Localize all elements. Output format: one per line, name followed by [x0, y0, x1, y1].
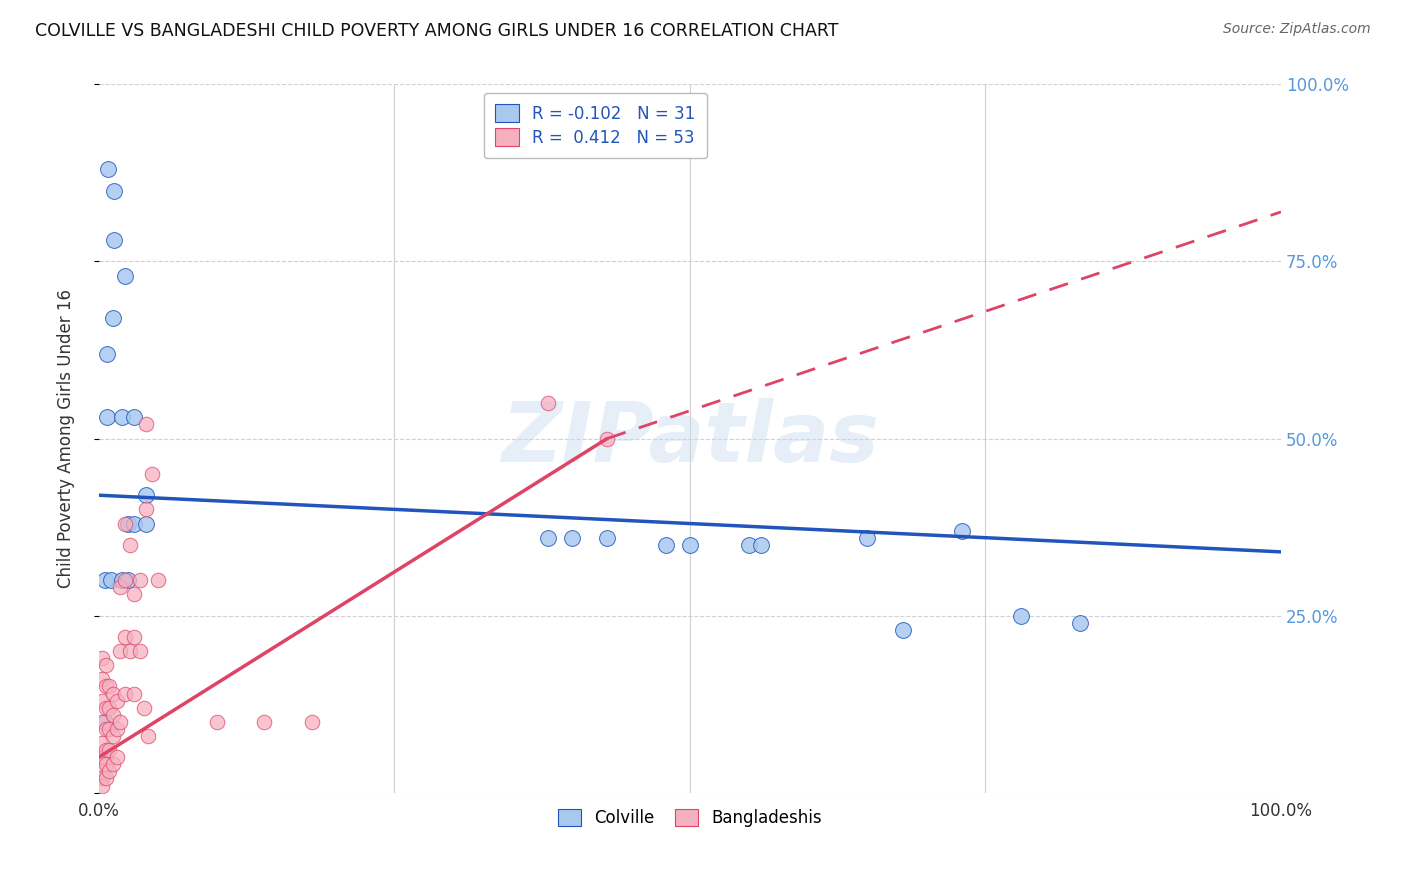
Point [91, 750, 114, 764]
Point [98, 700, 121, 714]
Point [205, 714, 228, 729]
Point [105, 722, 128, 736]
Point [101, 729, 124, 743]
Point [118, 644, 141, 658]
Point [103, 233, 125, 247]
Point [738, 538, 761, 552]
Point [122, 587, 145, 601]
Point [108, 644, 131, 658]
Point [141, 467, 163, 481]
Point [94, 680, 117, 694]
Point [94, 658, 117, 673]
Point [596, 531, 619, 545]
Point [91, 693, 114, 707]
Point [103, 184, 125, 198]
Point [679, 538, 702, 552]
Point [101, 686, 124, 700]
Point [105, 750, 128, 764]
Point [96, 410, 118, 425]
Point [122, 686, 145, 700]
Text: ZIPatlas: ZIPatlas [501, 398, 879, 479]
Point [91, 673, 114, 687]
Point [96, 346, 118, 360]
Point [561, 531, 583, 545]
Point [98, 743, 121, 757]
Point [91, 714, 114, 729]
Point [98, 764, 121, 779]
Point [537, 531, 560, 545]
Point [1069, 615, 1091, 630]
Point [91, 764, 114, 779]
Y-axis label: Child Poverty Among Girls Under 16: Child Poverty Among Girls Under 16 [58, 289, 75, 588]
Point [114, 268, 136, 283]
Point [655, 538, 678, 552]
Point [101, 707, 124, 722]
Point [94, 757, 117, 772]
Point [94, 722, 117, 736]
Point [105, 693, 128, 707]
Point [856, 531, 879, 545]
Point [117, 573, 139, 587]
Point [94, 700, 117, 714]
Point [950, 524, 973, 538]
Text: COLVILLE VS BANGLADESHI CHILD POVERTY AMONG GIRLS UNDER 16 CORRELATION CHART: COLVILLE VS BANGLADESHI CHILD POVERTY AM… [35, 22, 838, 40]
Point [129, 644, 152, 658]
Point [1010, 608, 1032, 623]
Point [122, 410, 145, 425]
Legend: Colville, Bangladeshis: Colville, Bangladeshis [551, 803, 828, 834]
Point [94, 772, 117, 786]
Point [132, 700, 155, 714]
Point [93, 573, 115, 587]
Point [98, 722, 121, 736]
Point [101, 311, 124, 326]
Point [253, 714, 276, 729]
Point [91, 736, 114, 750]
Point [117, 516, 139, 531]
Point [537, 396, 560, 410]
Point [93, 750, 115, 764]
Point [122, 630, 145, 644]
Point [301, 714, 323, 729]
Point [122, 516, 145, 531]
Point [111, 410, 134, 425]
Point [114, 630, 136, 644]
Point [118, 538, 141, 552]
Point [91, 772, 114, 786]
Point [91, 651, 114, 665]
Point [129, 573, 152, 587]
Point [146, 573, 169, 587]
Point [596, 432, 619, 446]
Point [135, 516, 157, 531]
Point [91, 779, 114, 793]
Point [135, 502, 157, 516]
Point [114, 686, 136, 700]
Point [114, 516, 136, 531]
Point [101, 757, 124, 772]
Point [138, 729, 160, 743]
Point [93, 714, 115, 729]
Point [114, 573, 136, 587]
Point [108, 714, 131, 729]
Point [98, 680, 121, 694]
Point [135, 417, 157, 432]
Point [108, 580, 131, 594]
Text: Source: ZipAtlas.com: Source: ZipAtlas.com [1223, 22, 1371, 37]
Point [111, 573, 134, 587]
Point [135, 488, 157, 502]
Point [749, 538, 772, 552]
Point [97, 162, 120, 177]
Point [100, 573, 122, 587]
Point [94, 743, 117, 757]
Point [891, 623, 914, 637]
